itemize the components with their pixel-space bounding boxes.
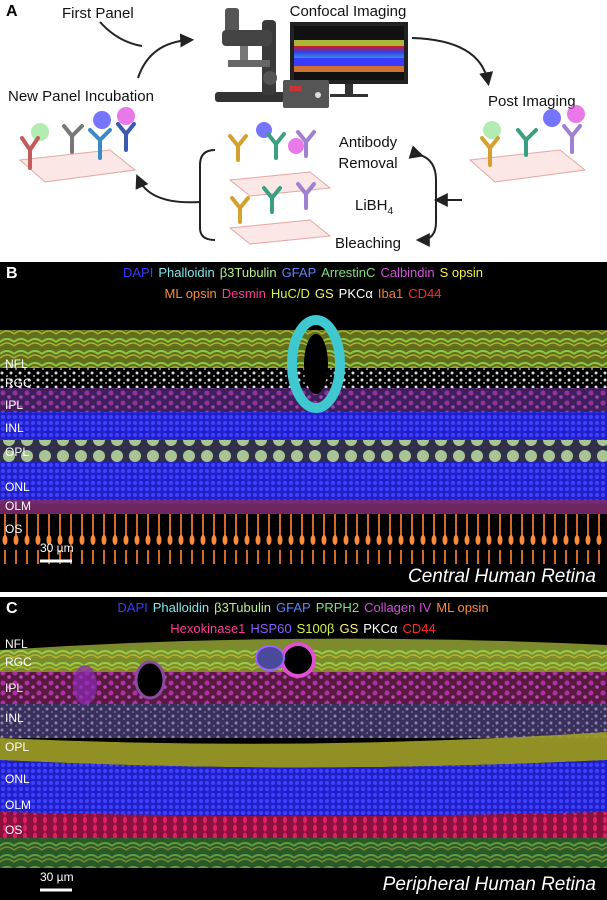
marker-label: Calbindin <box>380 265 434 280</box>
panel-label: B <box>6 265 18 282</box>
marker-label: PKCα <box>363 621 398 636</box>
layer-label: ONL <box>5 772 30 786</box>
step-label: LiBH4 <box>355 197 394 217</box>
marker-label: Phalloidin <box>153 600 209 615</box>
step-label: Bleaching <box>335 235 401 252</box>
arrow <box>99 21 143 47</box>
marker-label: ArrestinC <box>321 265 375 280</box>
layer-label: OS <box>5 522 22 536</box>
arrow <box>137 33 195 79</box>
marker-label: ML opsin <box>436 600 488 615</box>
layer-label: INL <box>5 421 24 435</box>
panel-a: A First Panel Confocal Imaging Post Imag… <box>6 3 587 252</box>
panel-b: B DAPI Phalloidin β3Tubulin GFAP ArrestinC Ca… <box>0 262 607 592</box>
formula-subscript: 4 <box>388 206 394 217</box>
marker-label: PRPH2 <box>316 600 359 615</box>
antibody-icons <box>20 105 585 224</box>
arrow <box>411 37 494 87</box>
marker-label: GFAP <box>276 600 311 615</box>
marker-legend: DAPI Phalloidin β3Tubulin GFAP ArrestinC Calb… <box>123 265 483 301</box>
formula: LiBH <box>355 197 388 214</box>
marker-label: DAPI <box>117 600 147 615</box>
micrograph <box>0 315 607 564</box>
bracket <box>199 149 216 241</box>
layer-label: OS <box>5 823 22 837</box>
marker-label: PKCα <box>339 286 374 301</box>
marker-label: Phalloidin <box>158 265 214 280</box>
step-label: First Panel <box>62 5 134 22</box>
scale-bar-label: 30 µm <box>40 870 74 884</box>
marker-label: β3Tubulin <box>214 600 271 615</box>
marker-label: CD44 <box>403 621 436 636</box>
marker-label: ML opsin <box>165 286 217 301</box>
marker-label: HuC/D <box>271 286 310 301</box>
layer-label: NFL <box>5 357 28 371</box>
marker-legend: DAPI Phalloidin β3Tubulin GFAP PRPH2 Collagen… <box>117 600 488 636</box>
panel-c: C DAPI Phalloidin β3Tubulin GFAP PRPH2 Collag… <box>0 597 607 900</box>
panel-label: A <box>6 3 18 20</box>
marker-label: S opsin <box>440 265 483 280</box>
arrow <box>135 174 201 204</box>
marker-label: GS <box>315 286 334 301</box>
marker-label: GFAP <box>282 265 317 280</box>
step-label: Confocal Imaging <box>290 3 407 20</box>
marker-label: CD44 <box>408 286 441 301</box>
marker-label: S100β <box>297 621 335 636</box>
marker-label: GS <box>339 621 358 636</box>
caption: Peripheral Human Retina <box>383 874 596 895</box>
layer-label: RGC <box>5 376 32 390</box>
layer-label: ONL <box>5 480 30 494</box>
marker-label: DAPI <box>123 265 153 280</box>
marker-label: β3Tubulin <box>220 265 277 280</box>
tissue-icon <box>18 149 587 245</box>
layer-label: OLM <box>5 499 31 513</box>
step-label: Antibody <box>339 134 398 151</box>
marker-label: Hexokinase1 <box>170 621 245 636</box>
layer-labels: NFL RGC IPL INL OPL ONL OLM OS <box>5 637 32 837</box>
layer-labels: NFL RGC IPL INL OPL ONL OLM OS <box>5 357 32 536</box>
layer-label: NFL <box>5 637 28 651</box>
marker-label: HSP60 <box>250 621 291 636</box>
caption: Central Human Retina <box>408 566 596 587</box>
step-label: Removal <box>338 155 397 172</box>
bracket <box>408 145 437 247</box>
panel-label: C <box>6 600 18 617</box>
layer-label: OPL <box>5 740 29 754</box>
layer-label: INL <box>5 711 24 725</box>
layer-label: IPL <box>5 398 23 412</box>
scale-bar-label: 30 µm <box>40 541 74 555</box>
marker-label: Iba1 <box>378 286 403 301</box>
micrograph <box>0 638 607 868</box>
step-label: Post Imaging <box>488 93 576 110</box>
marker-label: Collagen IV <box>364 600 432 615</box>
layer-label: OLM <box>5 798 31 812</box>
microscope-icon <box>215 8 285 102</box>
marker-label: Desmin <box>222 286 266 301</box>
layer-label: RGC <box>5 655 32 669</box>
layer-label: IPL <box>5 681 23 695</box>
monitor-icon <box>283 22 408 108</box>
layer-label: OPL <box>5 445 29 459</box>
step-label: New Panel Incubation <box>8 88 154 105</box>
